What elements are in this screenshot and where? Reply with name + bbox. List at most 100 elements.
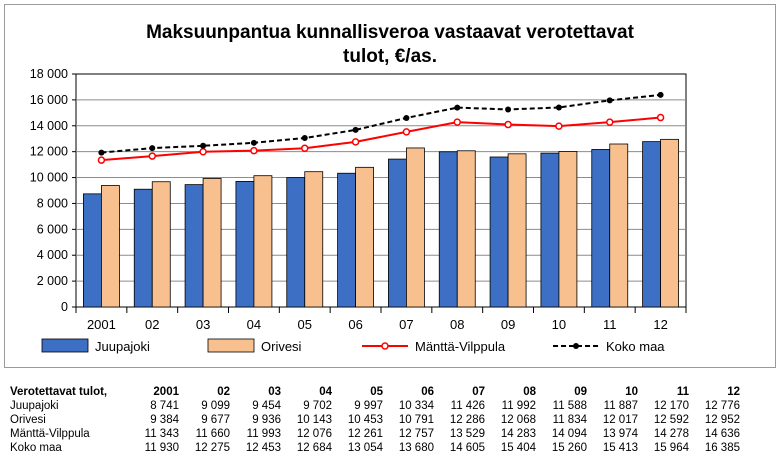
table-cell: 10 453 bbox=[347, 414, 383, 426]
table-row: Mänttä-Vilppula 11 343 11 660 11 993 12 076 1… bbox=[10, 427, 740, 441]
legend-marker bbox=[573, 343, 579, 349]
table-cell: 11 343 bbox=[144, 428, 179, 440]
table-cell: 11 992 bbox=[501, 400, 536, 412]
table-cell: 10 143 bbox=[296, 414, 332, 426]
point-mantta-vilppula bbox=[606, 118, 614, 126]
table-column-header: 04 bbox=[319, 386, 332, 398]
point-koko-maa bbox=[200, 142, 207, 149]
table-cell: 15 404 bbox=[500, 442, 536, 454]
table-cell: 11 993 bbox=[246, 428, 281, 440]
bar-orivesi bbox=[507, 153, 527, 308]
series-line bbox=[101, 116, 661, 162]
table-cell: 14 094 bbox=[551, 428, 587, 440]
table-cell: 11 930 bbox=[144, 442, 179, 454]
legend-label: Orivesi bbox=[261, 339, 302, 354]
table-cell: 14 278 bbox=[653, 428, 689, 440]
table-column-header: 05 bbox=[370, 386, 383, 398]
table-cell: 12 275 bbox=[194, 442, 230, 454]
point-mantta-vilppula bbox=[555, 122, 563, 130]
table-cell: 15 964 bbox=[653, 442, 689, 454]
x-tick-label: 03 bbox=[196, 317, 210, 332]
table-cell: 12 017 bbox=[602, 414, 638, 426]
table-column-header: 03 bbox=[268, 386, 281, 398]
point-mantta-vilppula bbox=[656, 113, 665, 122]
table-row-label: Juupajoki bbox=[10, 400, 59, 412]
table-cell: 12 757 bbox=[398, 428, 434, 440]
table-cell: 12 776 bbox=[704, 400, 740, 412]
point-koko-maa bbox=[454, 104, 461, 111]
bar-orivesi bbox=[456, 150, 476, 308]
bar-orivesi bbox=[101, 185, 120, 308]
point-koko-maa bbox=[657, 91, 664, 98]
point-mantta-vilppula bbox=[402, 128, 411, 136]
table-cell: 8 741 bbox=[150, 400, 179, 412]
x-tick-label: 07 bbox=[399, 317, 413, 332]
legend-marker bbox=[381, 342, 389, 350]
legend-swatch bbox=[207, 338, 255, 353]
y-tick-label: 4 000 bbox=[37, 248, 68, 262]
x-tick-label: 05 bbox=[298, 317, 312, 332]
bar-orivesi bbox=[355, 166, 374, 308]
x-tick-label: 10 bbox=[552, 317, 566, 332]
x-tick-label: 04 bbox=[247, 317, 261, 332]
point-koko-maa bbox=[505, 106, 512, 113]
point-mantta-vilppula bbox=[301, 144, 309, 153]
table-cell: 12 592 bbox=[653, 414, 689, 426]
table-cell: 15 413 bbox=[602, 442, 638, 454]
y-tick-label: 2 000 bbox=[37, 274, 68, 288]
x-tick-label: 09 bbox=[501, 317, 515, 332]
table-row: Koko maa 11 930 12 275 12 453 12 684 13 054 13… bbox=[10, 441, 740, 455]
table-cell: 9 099 bbox=[201, 400, 230, 412]
table-cell: 9 997 bbox=[354, 400, 383, 412]
chart-title-line-2: tulot, €/as. bbox=[343, 46, 437, 67]
table-cell: 14 283 bbox=[500, 428, 536, 440]
bar-juupajoki bbox=[184, 184, 204, 308]
table-column-header: 02 bbox=[217, 386, 230, 398]
table-cell: 12 453 bbox=[245, 442, 281, 454]
data-table: Verotettavat tulot, 2001 02 03 04 05 06 07 08 09 1… bbox=[10, 385, 740, 455]
x-tick-label: 06 bbox=[348, 317, 362, 332]
table-cell: 12 952 bbox=[704, 414, 740, 426]
table-cell: 13 974 bbox=[602, 428, 638, 440]
point-mantta-vilppula bbox=[351, 138, 360, 146]
table-column-header: 11 bbox=[676, 386, 689, 398]
table-column-header: 2001 bbox=[153, 386, 179, 398]
table-column-header: 10 bbox=[625, 386, 638, 398]
table-row: Orivesi 9 384 9 677 9 936 10 143 10 453 10 791… bbox=[10, 413, 740, 427]
point-koko-maa bbox=[149, 145, 156, 152]
bar-juupajoki bbox=[438, 151, 458, 308]
table-cell: 9 936 bbox=[252, 414, 281, 426]
bar-juupajoki bbox=[83, 193, 102, 308]
point-koko-maa bbox=[352, 126, 359, 133]
point-mantta-vilppula bbox=[97, 156, 106, 164]
table-column-header: 08 bbox=[523, 386, 536, 398]
x-tick-label: 02 bbox=[145, 317, 159, 332]
table-cell: 12 286 bbox=[449, 414, 485, 426]
table-column-header: 12 bbox=[727, 386, 740, 398]
table-cell: 10 791 bbox=[398, 414, 434, 426]
point-koko-maa bbox=[98, 149, 105, 156]
bar-juupajoki bbox=[489, 156, 509, 308]
point-koko-maa bbox=[606, 97, 613, 104]
table-cell: 13 529 bbox=[449, 428, 485, 440]
table-row-label: Mänttä-Vilppula bbox=[10, 428, 90, 440]
table-cell: 9 677 bbox=[201, 414, 230, 426]
bar-juupajoki bbox=[235, 181, 255, 308]
bar-juupajoki bbox=[642, 141, 661, 308]
legend-swatch bbox=[41, 338, 89, 353]
table-row-label: Koko maa bbox=[10, 442, 62, 454]
x-tick-label: 11 bbox=[603, 317, 617, 332]
y-tick-label: 12 000 bbox=[30, 145, 68, 159]
table-row-label: Orivesi bbox=[10, 414, 46, 426]
chart-title-line-1: Maksuunpantua kunnallisveroa vastaavat v… bbox=[146, 22, 634, 43]
table-cell: 14 636 bbox=[704, 428, 740, 440]
point-koko-maa bbox=[250, 139, 257, 146]
table-row: Juupajoki 8 741 9 099 9 454 9 702 9 997 10 334… bbox=[10, 399, 740, 413]
point-mantta-vilppula bbox=[199, 148, 207, 156]
point-mantta-vilppula bbox=[148, 152, 156, 160]
bar-juupajoki bbox=[286, 177, 306, 308]
legend-label: Koko maa bbox=[606, 339, 665, 354]
table-cell: 14 605 bbox=[449, 442, 485, 454]
bar-orivesi bbox=[304, 171, 324, 308]
y-tick-label: 18 000 bbox=[30, 67, 68, 81]
